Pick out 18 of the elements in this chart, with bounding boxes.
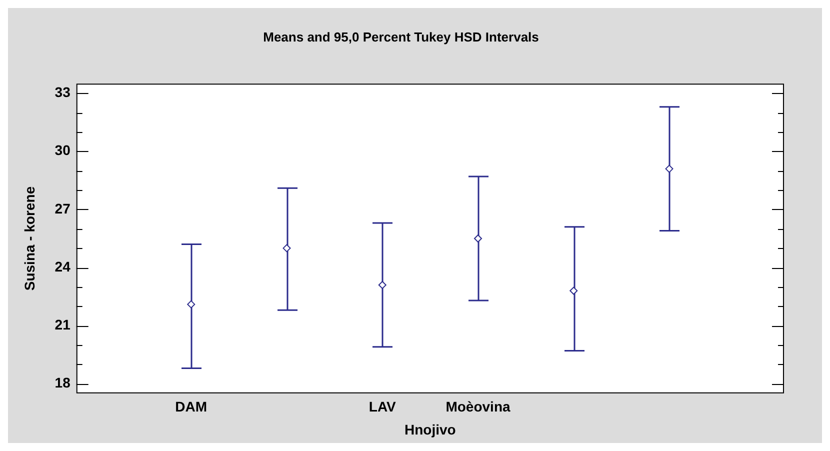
x-tick-label: Moèovina (446, 398, 510, 415)
point (570, 286, 578, 295)
x-tick-label: DAM (175, 398, 208, 415)
point (187, 300, 196, 308)
y-axis-title: Susina - korene (21, 186, 38, 291)
chart-title: Means and 95,0 Percent Tukey HSD Intervals (263, 29, 539, 44)
point (665, 164, 674, 173)
y-tick-label: 33 (54, 84, 71, 100)
x-axis-title: Hnojivo (404, 421, 456, 438)
y-tick-label: 18 (54, 374, 71, 391)
y-tick-label: 30 (54, 142, 71, 158)
point (474, 234, 482, 242)
y-tick-label: 24 (54, 258, 71, 274)
x-tick-label: LAV (368, 398, 397, 415)
point (378, 280, 386, 289)
point (282, 244, 291, 252)
y-tick-label: 27 (54, 200, 71, 216)
y-tick-label: 21 (54, 316, 71, 332)
